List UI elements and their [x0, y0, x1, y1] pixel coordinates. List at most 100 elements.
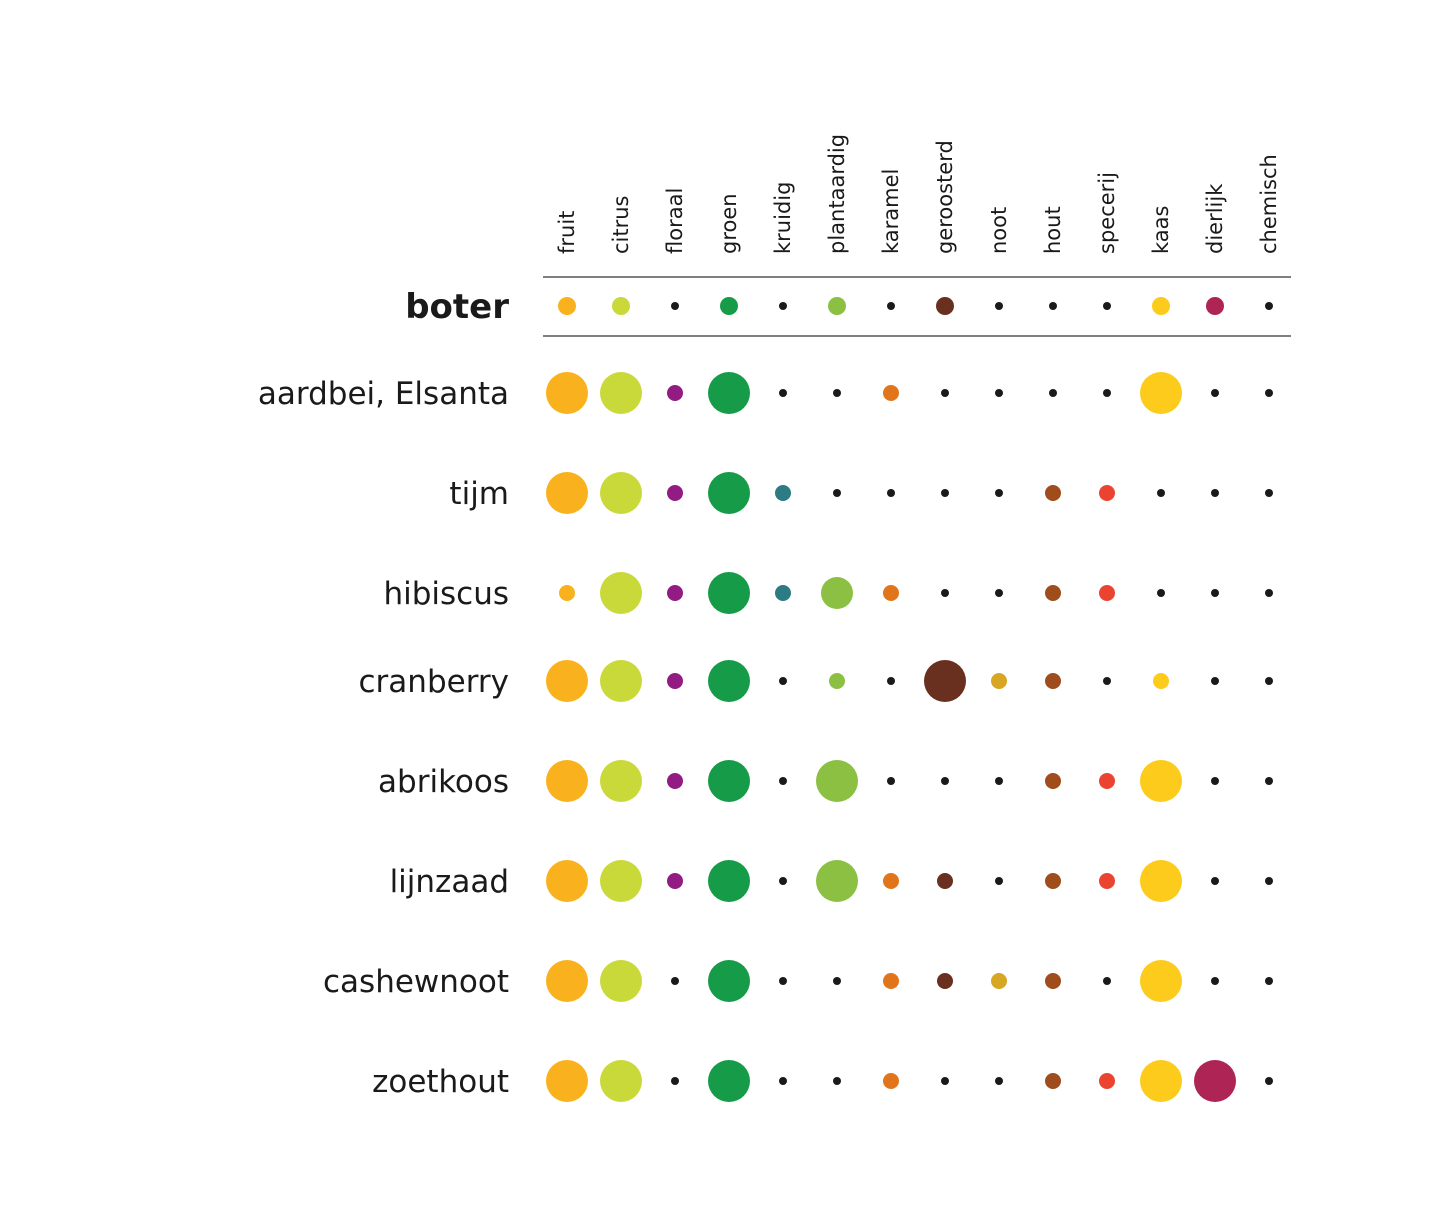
dot-row-5-hout: [1045, 873, 1061, 889]
dot-row-1-hout: [1045, 485, 1061, 501]
dot-row-6-karamel: [883, 973, 899, 989]
dot-header-hout: [1049, 302, 1057, 310]
dot-row-5-kruidig: [779, 877, 787, 885]
dot-row-4-citrus: [600, 760, 642, 802]
row-label: lijnzaad: [390, 864, 509, 900]
column-label-groen: groen: [717, 193, 741, 254]
dot-row-2-plantaardig: [821, 577, 853, 609]
dot-row-6-kruidig: [779, 977, 787, 985]
dot-row-6-plantaardig: [833, 977, 841, 985]
dot-row-2-kaas: [1157, 589, 1165, 597]
column-label-plantaardig: plantaardig: [825, 134, 849, 254]
dot-row-2-specerij: [1099, 585, 1115, 601]
column-label-chemisch: chemisch: [1257, 154, 1281, 254]
dot-row-2-geroosterd: [941, 589, 949, 597]
dot-row-3-hout: [1045, 673, 1061, 689]
dot-row-0-hout: [1049, 389, 1057, 397]
dot-row-0-geroosterd: [941, 389, 949, 397]
dot-header-dierlijk: [1206, 297, 1224, 315]
column-label-noot: noot: [987, 207, 1011, 254]
dot-row-7-dierlijk: [1194, 1060, 1236, 1102]
dot-row-3-noot: [991, 673, 1007, 689]
dot-row-0-kruidig: [779, 389, 787, 397]
dot-row-4-groen: [708, 760, 750, 802]
dot-header-noot: [995, 302, 1003, 310]
dot-row-3-citrus: [600, 660, 642, 702]
dot-row-1-chemisch: [1265, 489, 1273, 497]
dot-row-5-groen: [708, 860, 750, 902]
column-label-specerij: specerij: [1095, 172, 1119, 254]
dot-header-citrus: [612, 297, 630, 315]
dot-row-4-hout: [1045, 773, 1061, 789]
column-label-citrus: citrus: [609, 196, 633, 255]
dot-row-2-chemisch: [1265, 589, 1273, 597]
dot-row-1-dierlijk: [1211, 489, 1219, 497]
dot-row-6-floraal: [671, 977, 679, 985]
dot-header-plantaardig: [828, 297, 846, 315]
dot-row-5-geroosterd: [937, 873, 953, 889]
column-label-geroosterd: geroosterd: [933, 140, 957, 254]
dot-row-5-chemisch: [1265, 877, 1273, 885]
dot-header-karamel: [887, 302, 895, 310]
dot-row-5-specerij: [1099, 873, 1115, 889]
row-labels: boter aardbei, Elsanta tijm hibiscus cranber…: [258, 287, 509, 1100]
dot-row-0-dierlijk: [1211, 389, 1219, 397]
dot-row-4-specerij: [1099, 773, 1115, 789]
dot-row-2-kruidig: [775, 585, 791, 601]
dot-row-4-chemisch: [1265, 777, 1273, 785]
dot-row-2-citrus: [600, 572, 642, 614]
dot-row-7-citrus: [600, 1060, 642, 1102]
dot-row-2-floraal: [667, 585, 683, 601]
dot-row-3-dierlijk: [1211, 677, 1219, 685]
column-label-kruidig: kruidig: [771, 182, 795, 254]
dot-row-7-geroosterd: [941, 1077, 949, 1085]
dot-row-3-plantaardig: [829, 673, 845, 689]
row-label-header: boter: [405, 287, 509, 327]
dot-header-floraal: [671, 302, 679, 310]
dot-header-chemisch: [1265, 302, 1273, 310]
dot-row-4-plantaardig: [816, 760, 858, 802]
dot-row-1-geroosterd: [941, 489, 949, 497]
column-label-karamel: karamel: [879, 169, 903, 254]
dot-row-7-plantaardig: [833, 1077, 841, 1085]
dot-row-6-dierlijk: [1211, 977, 1219, 985]
dot-header-groen: [720, 297, 738, 315]
dot-row-3-floraal: [667, 673, 683, 689]
dot-row-7-chemisch: [1265, 1077, 1273, 1085]
dot-row-2-groen: [708, 572, 750, 614]
dot-row-4-dierlijk: [1211, 777, 1219, 785]
dot-row-6-geroosterd: [937, 973, 953, 989]
dot-row-2-noot: [995, 589, 1003, 597]
dot-header-kruidig: [779, 302, 787, 310]
dot-row-3-geroosterd: [924, 660, 966, 702]
dot-row-1-floraal: [667, 485, 683, 501]
dot-row-0-specerij: [1103, 389, 1111, 397]
row-label: cranberry: [359, 664, 509, 700]
dot-row-0-karamel: [883, 385, 899, 401]
column-label-floraal: floraal: [663, 188, 687, 254]
dot-row-4-floraal: [667, 773, 683, 789]
dot-row-3-karamel: [887, 677, 895, 685]
dot-header-kaas: [1152, 297, 1170, 315]
column-labels: fruit citrus floraal groen kruidig plantaardi…: [555, 134, 1281, 254]
dot-row-7-hout: [1045, 1073, 1061, 1089]
dot-row-1-kruidig: [775, 485, 791, 501]
dot-row-3-kruidig: [779, 677, 787, 685]
row-label: zoethout: [372, 1064, 509, 1100]
column-label-kaas: kaas: [1149, 206, 1173, 254]
dot-row-6-chemisch: [1265, 977, 1273, 985]
dot-row-0-noot: [995, 389, 1003, 397]
dot-row-6-specerij: [1103, 977, 1111, 985]
row-label: aardbei, Elsanta: [258, 376, 509, 412]
column-label-dierlijk: dierlijk: [1203, 183, 1227, 254]
dot-row-0-fruit: [546, 372, 588, 414]
dot-row-6-groen: [708, 960, 750, 1002]
dot-row-0-groen: [708, 372, 750, 414]
dot-row-1-karamel: [887, 489, 895, 497]
dot-row-6-fruit: [546, 960, 588, 1002]
column-label-fruit: fruit: [555, 211, 579, 254]
dot-row-3-fruit: [546, 660, 588, 702]
dot-header-specerij: [1103, 302, 1111, 310]
dot-row-0-kaas: [1140, 372, 1182, 414]
dot-row-7-floraal: [671, 1077, 679, 1085]
